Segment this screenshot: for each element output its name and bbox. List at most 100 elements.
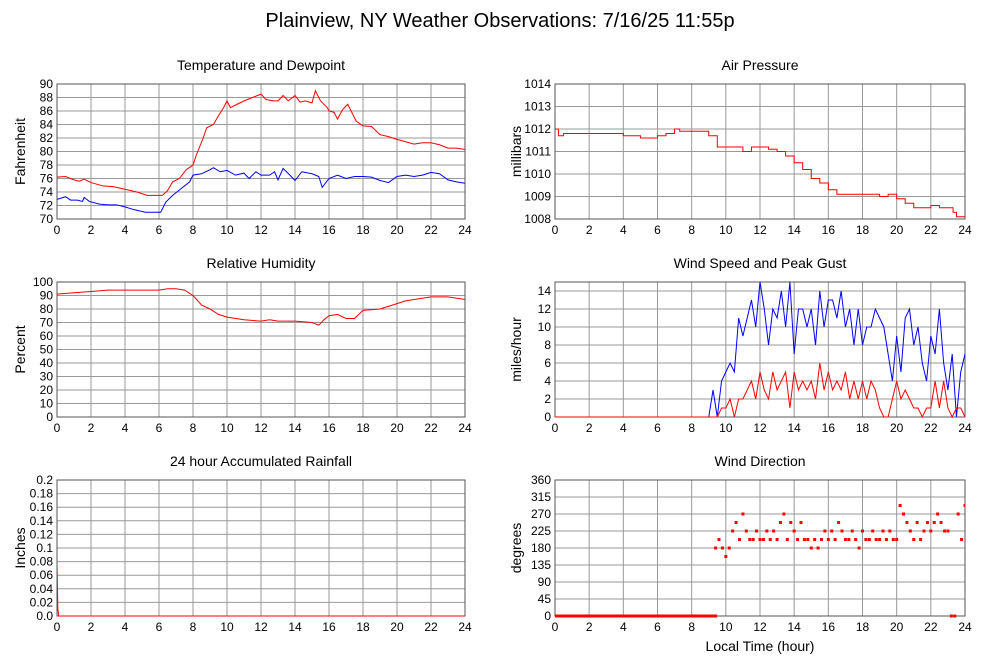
data-point [630,614,634,618]
data-point [905,521,909,524]
x-tick-label: 10 [719,223,733,237]
data-point [618,614,622,618]
data-point [820,538,823,541]
data-point [703,614,707,618]
y-tick-label: 0 [544,410,551,424]
data-point [738,538,741,541]
y-tick-label: 1014 [524,77,551,91]
x-tick-label: 16 [322,620,336,634]
data-point [799,521,803,524]
data-point [963,504,965,507]
data-point [678,614,682,618]
x-tick-label: 24 [458,421,472,435]
x-tick-label: 14 [288,421,302,435]
x-tick-label: 12 [254,421,268,435]
plot-border [554,479,966,617]
data-point [615,614,618,618]
data-point [609,614,613,618]
data-point [693,614,697,618]
x-tick-label: 20 [390,223,404,237]
data-point [685,614,689,618]
y-tick-label: 70 [40,212,54,226]
data-point [929,529,933,533]
x-tick-label: 8 [688,620,695,634]
data-point [939,521,943,524]
y-tick-label: 14 [538,284,552,298]
data-point [686,614,690,618]
x-tick-label: 8 [688,223,695,237]
x-tick-label: 22 [924,223,938,237]
data-point [809,546,813,550]
x-tick-label: 22 [924,421,938,435]
data-point [558,614,562,618]
data-point [806,538,810,541]
data-point [582,614,586,618]
x-tick-label: 10 [719,421,733,435]
y-tick-label: 1011 [525,145,551,159]
data-point [847,538,851,541]
data-point [616,614,620,618]
y-tick-label: 74 [40,185,54,199]
data-point [673,614,677,618]
y-tick-label: 84 [40,118,54,132]
x-tick-label: 12 [753,223,767,237]
data-point [902,512,905,516]
x-tick-label: 14 [787,223,801,237]
series-line-0 [57,89,465,196]
data-point [850,529,854,533]
data-point [628,614,632,618]
data-point [765,529,769,533]
y-tick-label: 100 [33,275,53,289]
data-point [567,614,571,618]
data-point [881,529,885,533]
x-tick-label: 4 [122,421,129,435]
y-tick-label: 1013 [524,100,551,114]
y-tick-label: 80 [40,145,54,159]
panel-title: 24 hour Accumulated Rainfall [170,453,352,469]
series-line-1 [57,167,465,213]
data-point [837,521,841,524]
x-tick-label: 0 [552,421,559,435]
data-point [674,614,678,618]
x-tick-label: 4 [620,620,627,634]
y-tick-label: 70 [40,316,54,330]
data-point [669,614,673,618]
y-tick-label: 4 [544,374,551,388]
x-tick-label: 2 [88,421,95,435]
x-tick-label: 2 [586,421,593,435]
data-point [714,614,718,618]
x-tick-label: 24 [958,620,972,634]
y-tick-label: 90 [40,77,54,91]
data-point [908,529,912,533]
data-point [645,614,649,618]
data-point [579,614,583,618]
x-tick-label: 16 [822,223,836,237]
data-point [956,512,960,516]
y-tick-label: 90 [40,289,54,303]
data-point [826,538,830,541]
y-tick-label: 315 [531,490,551,504]
panel-title: Relative Humidity [207,255,316,271]
data-point [640,614,644,618]
data-point [751,538,755,541]
panel-title: Wind Direction [714,453,805,469]
data-point [572,614,576,618]
y-tick-label: 0.16 [30,500,54,514]
x-tick-label: 14 [288,620,302,634]
y-tick-label: 135 [531,558,551,572]
y-tick-label: 90 [538,575,552,589]
y-tick-label: 0.04 [30,582,54,596]
data-point [597,614,601,618]
y-tick-label: 0.2 [36,473,53,487]
y-tick-label: 86 [40,104,54,118]
data-point [681,614,685,618]
x-tick-label: 16 [322,223,336,237]
data-point [676,614,680,618]
data-point [874,538,878,541]
data-point [637,614,641,618]
data-point [621,614,625,618]
x-tick-label: 16 [822,421,836,435]
data-point [635,614,639,618]
x-tick-label: 20 [390,620,404,634]
